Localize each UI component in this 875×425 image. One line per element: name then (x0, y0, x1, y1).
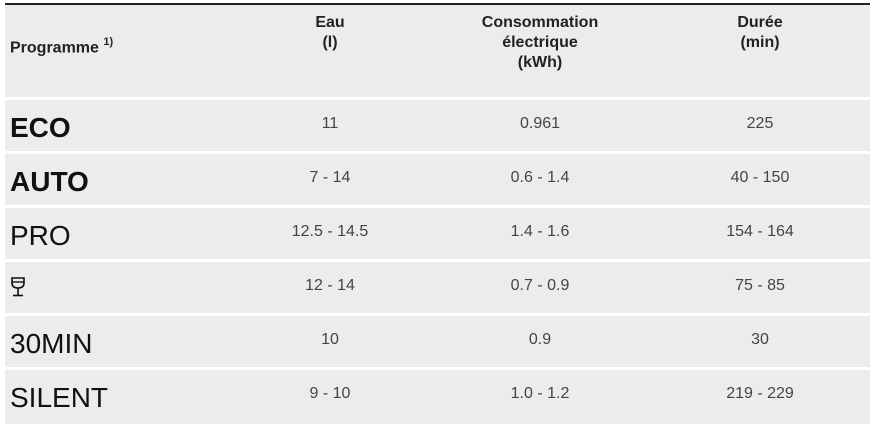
table-header: Programme 1) Eau (l) Consommation électr… (5, 5, 870, 97)
table-row: ECO 11 0.961 225 (5, 97, 870, 151)
duree-value: 75 - 85 (735, 277, 785, 294)
eau-value: 12 - 14 (305, 277, 355, 294)
conso-value: 1.0 - 1.2 (510, 385, 570, 402)
header-duree-label: Durée (737, 14, 783, 31)
header-duree: Durée (min) (650, 5, 870, 53)
header-eau-label: Eau (315, 14, 345, 31)
header-conso-line2: électrique (502, 34, 578, 51)
header-consommation: Consommation électrique (kWh) (430, 5, 650, 73)
header-conso-unit: (kWh) (517, 54, 563, 71)
duree-value: 154 - 164 (726, 223, 794, 240)
glass-icon (5, 262, 230, 298)
eau-value: 10 (321, 331, 339, 348)
eau-value: 11 (321, 115, 339, 132)
eau-value: 7 - 14 (309, 169, 351, 186)
conso-value: 0.7 - 0.9 (510, 277, 570, 294)
conso-value: 0.6 - 1.4 (510, 169, 570, 186)
header-programme: Programme 1) (5, 5, 230, 58)
programme-name: ECO (10, 112, 71, 143)
header-eau: Eau (l) (230, 5, 430, 53)
table-row: 12 - 14 0.7 - 0.9 75 - 85 (5, 259, 870, 313)
header-programme-label: Programme (10, 39, 99, 57)
header-eau-unit: (l) (322, 34, 338, 51)
header-conso-line1: Consommation (481, 14, 599, 31)
duree-value: 225 (746, 115, 774, 132)
header-programme-footnote: 1) (103, 36, 114, 48)
programme-name: PRO (10, 220, 71, 251)
table-row: SILENT 9 - 10 1.0 - 1.2 219 - 229 (5, 367, 870, 421)
table-row: AUTO 7 - 14 0.6 - 1.4 40 - 150 (5, 151, 870, 205)
header-duree-unit: (min) (740, 34, 780, 51)
table-row: PRO 12.5 - 14.5 1.4 - 1.6 154 - 164 (5, 205, 870, 259)
duree-value: 40 - 150 (730, 169, 790, 186)
duree-value: 219 - 229 (726, 385, 794, 402)
eau-value: 12.5 - 14.5 (291, 223, 369, 240)
programme-name: SILENT (10, 382, 109, 413)
duree-value: 30 (751, 331, 769, 348)
conso-value: 1.4 - 1.6 (510, 223, 570, 240)
conso-value: 0.961 (519, 115, 561, 132)
eau-value: 9 - 10 (309, 385, 351, 402)
programme-name: AUTO (10, 166, 89, 197)
programme-name: 30MIN (10, 328, 93, 359)
table-row: 30MIN 10 0.9 30 (5, 313, 870, 367)
conso-value: 0.9 (528, 331, 552, 348)
programme-table: Programme 1) Eau (l) Consommation électr… (5, 3, 870, 424)
